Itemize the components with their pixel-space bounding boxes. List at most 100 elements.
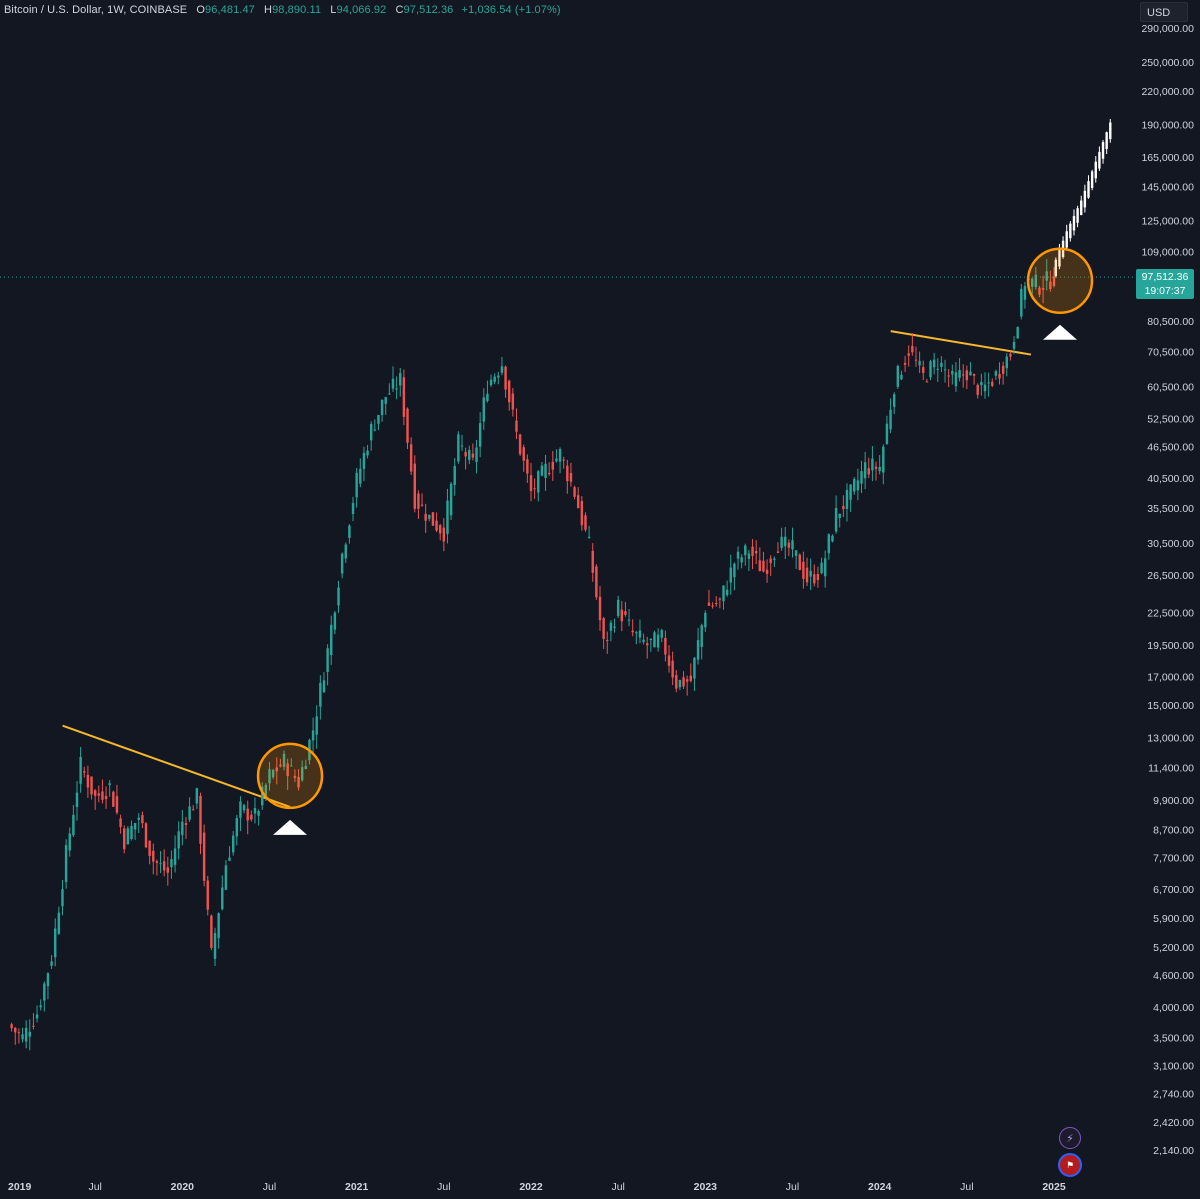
candle-body xyxy=(311,730,315,741)
candle-body xyxy=(250,814,253,820)
projection-body xyxy=(1083,190,1087,208)
projection-body xyxy=(1105,132,1108,149)
candle xyxy=(616,595,620,619)
candle-body xyxy=(184,823,188,825)
us-flag-icon[interactable]: ⚑ xyxy=(1058,1153,1082,1177)
candle-body xyxy=(889,409,892,430)
y-tick-label: 2,420.00 xyxy=(1153,1117,1194,1129)
candle xyxy=(93,789,97,810)
candle-body xyxy=(112,791,115,807)
candle xyxy=(435,512,438,533)
x-tick-label: Jul xyxy=(611,1181,624,1193)
candle xyxy=(675,670,678,693)
candle xyxy=(424,503,427,533)
candle xyxy=(722,585,725,610)
candle-body xyxy=(537,471,540,493)
y-tick-label: 70,500.00 xyxy=(1147,346,1194,358)
candle-body xyxy=(28,1031,32,1037)
candle-body xyxy=(620,609,624,622)
candle xyxy=(497,371,500,385)
projection-candle xyxy=(1076,205,1079,228)
candle xyxy=(587,525,591,539)
y-tick-label: 52,500.00 xyxy=(1147,414,1194,426)
candle xyxy=(947,369,950,388)
candle-body xyxy=(736,551,740,559)
candle-body xyxy=(787,542,791,548)
candle-body xyxy=(976,385,979,395)
candle-body xyxy=(969,371,972,376)
candle-body xyxy=(813,574,816,584)
candle-body xyxy=(704,612,707,628)
candle xyxy=(239,796,242,832)
candle xyxy=(1005,353,1009,377)
candle-body xyxy=(210,915,213,948)
candle xyxy=(787,539,791,557)
y-tick-label: 11,400.00 xyxy=(1148,763,1194,775)
y-tick-label: 2,140.00 xyxy=(1153,1145,1194,1157)
candle xyxy=(798,553,801,571)
candle xyxy=(257,809,260,826)
candle xyxy=(823,550,827,588)
candle xyxy=(882,444,885,485)
candle xyxy=(133,822,137,841)
candle xyxy=(689,663,693,683)
candle-body xyxy=(729,567,732,583)
x-tick-label: 2022 xyxy=(519,1181,543,1193)
candle xyxy=(246,800,249,835)
candle xyxy=(635,630,638,645)
symbol-title[interactable]: Bitcoin / U.S. Dollar, 1W, COINBASE xyxy=(4,4,188,16)
candle xyxy=(253,797,257,824)
candle xyxy=(192,805,195,811)
candle xyxy=(813,564,816,587)
candle-body xyxy=(911,345,914,353)
candle-body xyxy=(268,769,271,784)
candle xyxy=(856,468,860,501)
candle-body xyxy=(820,562,823,574)
currency-selector[interactable]: USD xyxy=(1140,2,1188,22)
candle xyxy=(188,797,191,822)
candle xyxy=(747,550,751,572)
y-tick-label: 60,500.00 xyxy=(1147,381,1194,393)
candle-body xyxy=(936,368,939,370)
candle xyxy=(228,846,231,862)
y-tick-label: 30,500.00 xyxy=(1147,538,1194,550)
candle-body xyxy=(271,770,275,778)
candle-body xyxy=(972,374,976,376)
spark-icon[interactable]: ⚡ xyxy=(1059,1127,1081,1149)
candle xyxy=(914,346,918,367)
projection-candle xyxy=(1069,221,1072,242)
candle xyxy=(678,679,682,691)
candle xyxy=(268,762,271,791)
candle-body xyxy=(922,367,925,373)
trendline xyxy=(890,330,1032,356)
candle xyxy=(983,372,987,399)
candle xyxy=(32,1013,35,1030)
y-tick-label: 80,500.00 xyxy=(1147,316,1194,328)
candle xyxy=(468,445,471,465)
candle xyxy=(918,351,921,374)
candle xyxy=(1020,283,1023,320)
candle xyxy=(337,580,340,613)
candle-body xyxy=(123,828,126,850)
candle-body xyxy=(940,362,943,367)
candle-body xyxy=(856,480,860,491)
x-tick-label: Jul xyxy=(960,1181,973,1193)
candle-body xyxy=(373,429,377,431)
projection-candle xyxy=(1109,118,1112,143)
candle-body xyxy=(177,831,180,849)
candle-body xyxy=(14,1027,17,1033)
candle-body xyxy=(696,640,700,660)
candle-body xyxy=(50,961,53,966)
candle xyxy=(355,467,358,508)
candle xyxy=(144,822,148,849)
candle xyxy=(21,1027,24,1043)
candle-body xyxy=(101,791,104,800)
candle-body xyxy=(141,815,144,824)
candle xyxy=(867,457,870,479)
candle xyxy=(609,619,613,642)
candle xyxy=(802,551,805,589)
candle xyxy=(489,374,493,388)
candle xyxy=(202,824,206,887)
